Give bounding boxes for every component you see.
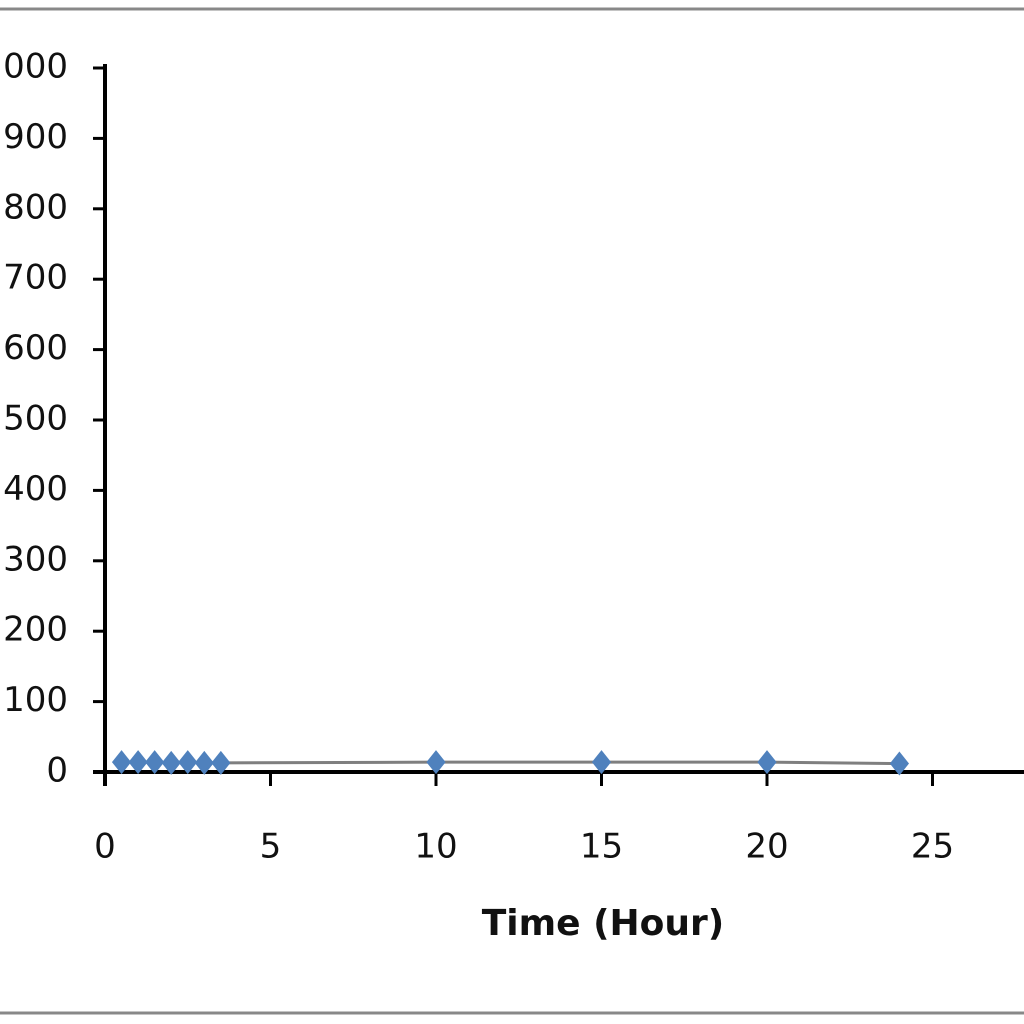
y-tick-label: 900 <box>3 117 68 157</box>
x-tick-label: 20 <box>745 827 788 867</box>
data-point <box>426 750 446 775</box>
x-tick-label: 5 <box>260 827 282 867</box>
data-point <box>178 750 198 775</box>
data-point <box>128 750 148 775</box>
y-tick-label: 300 <box>3 539 68 579</box>
data-point <box>889 751 909 776</box>
data-point <box>591 750 612 775</box>
y-tick-label: 1000 <box>0 47 68 87</box>
x-tick-label: 25 <box>911 827 954 867</box>
x-tick-label: 0 <box>94 827 116 867</box>
x-tick-label: 15 <box>580 827 623 867</box>
data-point <box>161 750 181 775</box>
data-point <box>111 750 132 775</box>
y-tick-label: 700 <box>3 258 68 298</box>
y-tick-label: 500 <box>3 399 68 439</box>
data-point <box>194 750 214 775</box>
y-tick-label: 100 <box>3 680 68 720</box>
y-tick-label: 400 <box>3 469 68 509</box>
x-tick-label: 10 <box>414 827 457 867</box>
y-tick-label: 800 <box>3 187 68 227</box>
series-line <box>121 760 900 766</box>
y-tick-label: 200 <box>3 610 68 650</box>
y-tick-label: 0 <box>46 751 68 791</box>
data-point <box>145 750 165 775</box>
x-axis-title: Time (Hour) <box>482 903 725 944</box>
y-tick-label: 600 <box>3 328 68 368</box>
data-point <box>211 750 231 775</box>
data-point <box>757 750 777 775</box>
